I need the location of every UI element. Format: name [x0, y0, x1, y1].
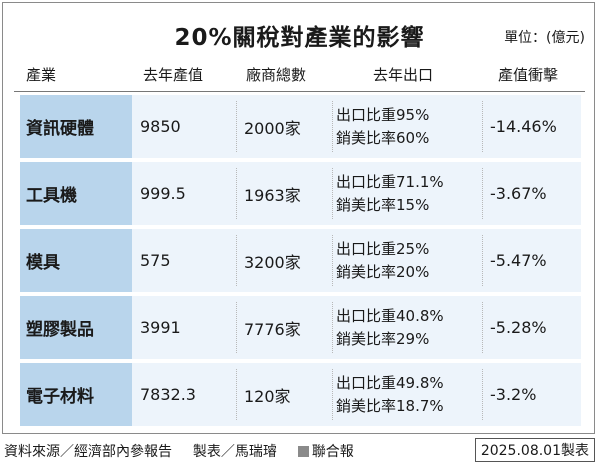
industry-name: 電子材料	[20, 363, 132, 426]
firm-count: 7776家	[244, 296, 301, 359]
export-ratio: 出口比重49.8%	[336, 372, 444, 395]
us-sales-ratio: 銷美比率29%	[336, 328, 444, 351]
us-sales-ratio: 銷美比率20%	[336, 261, 429, 284]
export-ratio: 出口比重40.8%	[336, 305, 444, 328]
column-divider	[236, 235, 237, 286]
column-headers: 產業 去年產值 廠商總數 去年出口 產值衝擊	[0, 64, 599, 86]
column-divider	[332, 168, 333, 219]
column-divider	[236, 369, 237, 420]
us-sales-ratio: 銷美比率18.7%	[336, 395, 444, 418]
table-row: 塑膠製品 3991 7776家 出口比重40.8% 銷美比率29% -5.28%	[14, 296, 581, 359]
output-value: 7832.3	[140, 363, 196, 426]
export-info: 出口比重71.1% 銷美比率15%	[336, 171, 444, 217]
export-info: 出口比重95% 銷美比率60%	[336, 104, 429, 150]
column-divider	[482, 369, 483, 420]
footer-credits: 資料來源／經濟部內參報告 製表／馬瑞璿 聯合報	[4, 441, 354, 461]
column-divider	[482, 168, 483, 219]
us-sales-ratio: 銷美比率60%	[336, 127, 429, 150]
industry-name: 塑膠製品	[20, 296, 132, 359]
unit-label: 單位：(億元)	[504, 27, 585, 47]
publisher-name: 聯合報	[312, 444, 354, 460]
output-value: 3991	[140, 296, 181, 359]
column-divider	[236, 101, 237, 152]
output-impact: -5.28%	[490, 296, 547, 359]
table-row: 資訊硬體 9850 2000家 出口比重95% 銷美比率60% -14.46%	[14, 95, 581, 158]
output-value: 575	[140, 229, 171, 292]
column-divider	[236, 302, 237, 353]
publisher-square-icon	[298, 446, 309, 457]
output-impact: -14.46%	[490, 95, 557, 158]
column-divider	[332, 101, 333, 152]
industry-table: 資訊硬體 9850 2000家 出口比重95% 銷美比率60% -14.46% …	[14, 95, 581, 430]
table-row: 電子材料 7832.3 120家 出口比重49.8% 銷美比率18.7% -3.…	[14, 363, 581, 426]
header-industry: 產業	[26, 64, 56, 85]
export-info: 出口比重49.8% 銷美比率18.7%	[336, 372, 444, 418]
header-last-year-export: 去年出口	[373, 64, 433, 85]
firm-count: 2000家	[244, 95, 301, 158]
maker-credit: 製表／馬瑞璿	[193, 444, 277, 460]
firm-count: 1963家	[244, 162, 301, 225]
column-divider	[236, 168, 237, 219]
export-ratio: 出口比重25%	[336, 238, 429, 261]
export-info: 出口比重25% 銷美比率20%	[336, 238, 429, 284]
output-impact: -5.47%	[490, 229, 547, 292]
header-last-year-output: 去年產值	[143, 64, 203, 85]
us-sales-ratio: 銷美比率15%	[336, 194, 444, 217]
output-value: 999.5	[140, 162, 186, 225]
source-credit: 資料來源／經濟部內參報告	[4, 444, 172, 460]
column-divider	[332, 369, 333, 420]
header-output-impact: 產值衝擊	[498, 64, 558, 85]
header-total-firms: 廠商總數	[246, 64, 306, 85]
column-divider	[482, 302, 483, 353]
column-divider	[332, 235, 333, 286]
column-divider	[482, 235, 483, 286]
column-divider	[482, 101, 483, 152]
table-row: 工具機 999.5 1963家 出口比重71.1% 銷美比率15% -3.67%	[14, 162, 581, 225]
output-value: 9850	[140, 95, 181, 158]
column-divider	[332, 302, 333, 353]
industry-name: 模具	[20, 229, 132, 292]
output-impact: -3.2%	[490, 363, 536, 426]
header-divider	[14, 91, 585, 92]
date-stamp: 2025.08.01製表	[475, 438, 595, 462]
firm-count: 3200家	[244, 229, 301, 292]
firm-count: 120家	[244, 363, 291, 426]
export-ratio: 出口比重95%	[336, 104, 429, 127]
table-row: 模具 575 3200家 出口比重25% 銷美比率20% -5.47%	[14, 229, 581, 292]
output-impact: -3.67%	[490, 162, 547, 225]
industry-name: 資訊硬體	[20, 95, 132, 158]
industry-name: 工具機	[20, 162, 132, 225]
export-ratio: 出口比重71.1%	[336, 171, 444, 194]
export-info: 出口比重40.8% 銷美比率29%	[336, 305, 444, 351]
